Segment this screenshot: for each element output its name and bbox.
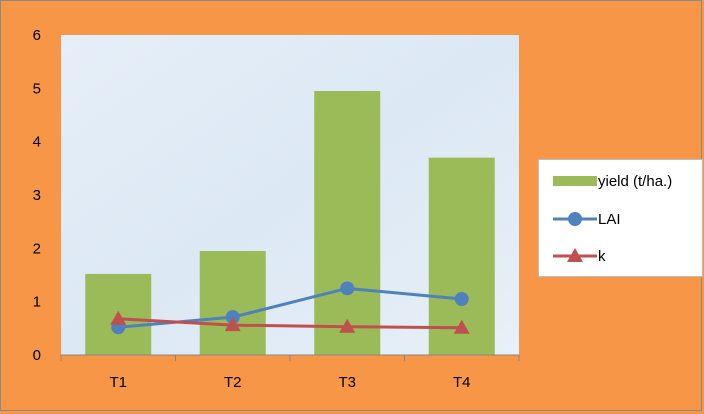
legend-circle-line-icon — [553, 212, 597, 226]
x-tick-label: T3 — [338, 374, 356, 391]
legend-item-k: k — [549, 245, 606, 267]
legend-label-k: k — [598, 247, 606, 265]
legend-triangle-line-icon — [553, 248, 597, 262]
legend-label-yield: yield (t/ha.) — [598, 172, 673, 190]
point-k-t3 — [339, 318, 356, 333]
x-tick-label: T4 — [453, 374, 471, 391]
point-k-t4 — [453, 319, 470, 334]
line-series — [110, 281, 470, 335]
y-tick-label: 0 — [33, 347, 41, 364]
y-tick-label: 4 — [33, 134, 41, 151]
line-k — [118, 317, 462, 330]
bar-series — [85, 91, 495, 355]
y-axis-tick-labels: 0 1 2 3 4 5 6 — [33, 27, 41, 364]
point-k-t1 — [110, 310, 127, 325]
bar-t2 — [199, 251, 266, 355]
y-tick-label: 1 — [33, 294, 41, 311]
y-tick-label: 2 — [33, 240, 41, 257]
bar-t3 — [314, 91, 381, 355]
x-tick-marks — [60, 355, 520, 361]
point-lai-t3 — [340, 281, 355, 296]
legend-item-lai: LAI — [549, 208, 621, 230]
x-tick-label: T2 — [224, 374, 242, 391]
y-tick-label: 3 — [33, 187, 41, 204]
legend-item-yield: yield (t/ha.) — [549, 170, 672, 192]
y-tick-label: 5 — [33, 80, 41, 97]
y-tick-label: 6 — [33, 27, 41, 44]
point-lai-t4 — [454, 292, 469, 306]
legend-bar-swatch-icon — [553, 176, 597, 186]
point-k-t2 — [224, 317, 241, 332]
legend-label-lai: LAI — [598, 210, 621, 228]
legend: yield (t/ha.) LAI k — [538, 159, 703, 277]
x-axis-tick-labels: T1 T2 T3 T4 — [109, 374, 470, 391]
x-tick-label: T1 — [109, 374, 127, 391]
